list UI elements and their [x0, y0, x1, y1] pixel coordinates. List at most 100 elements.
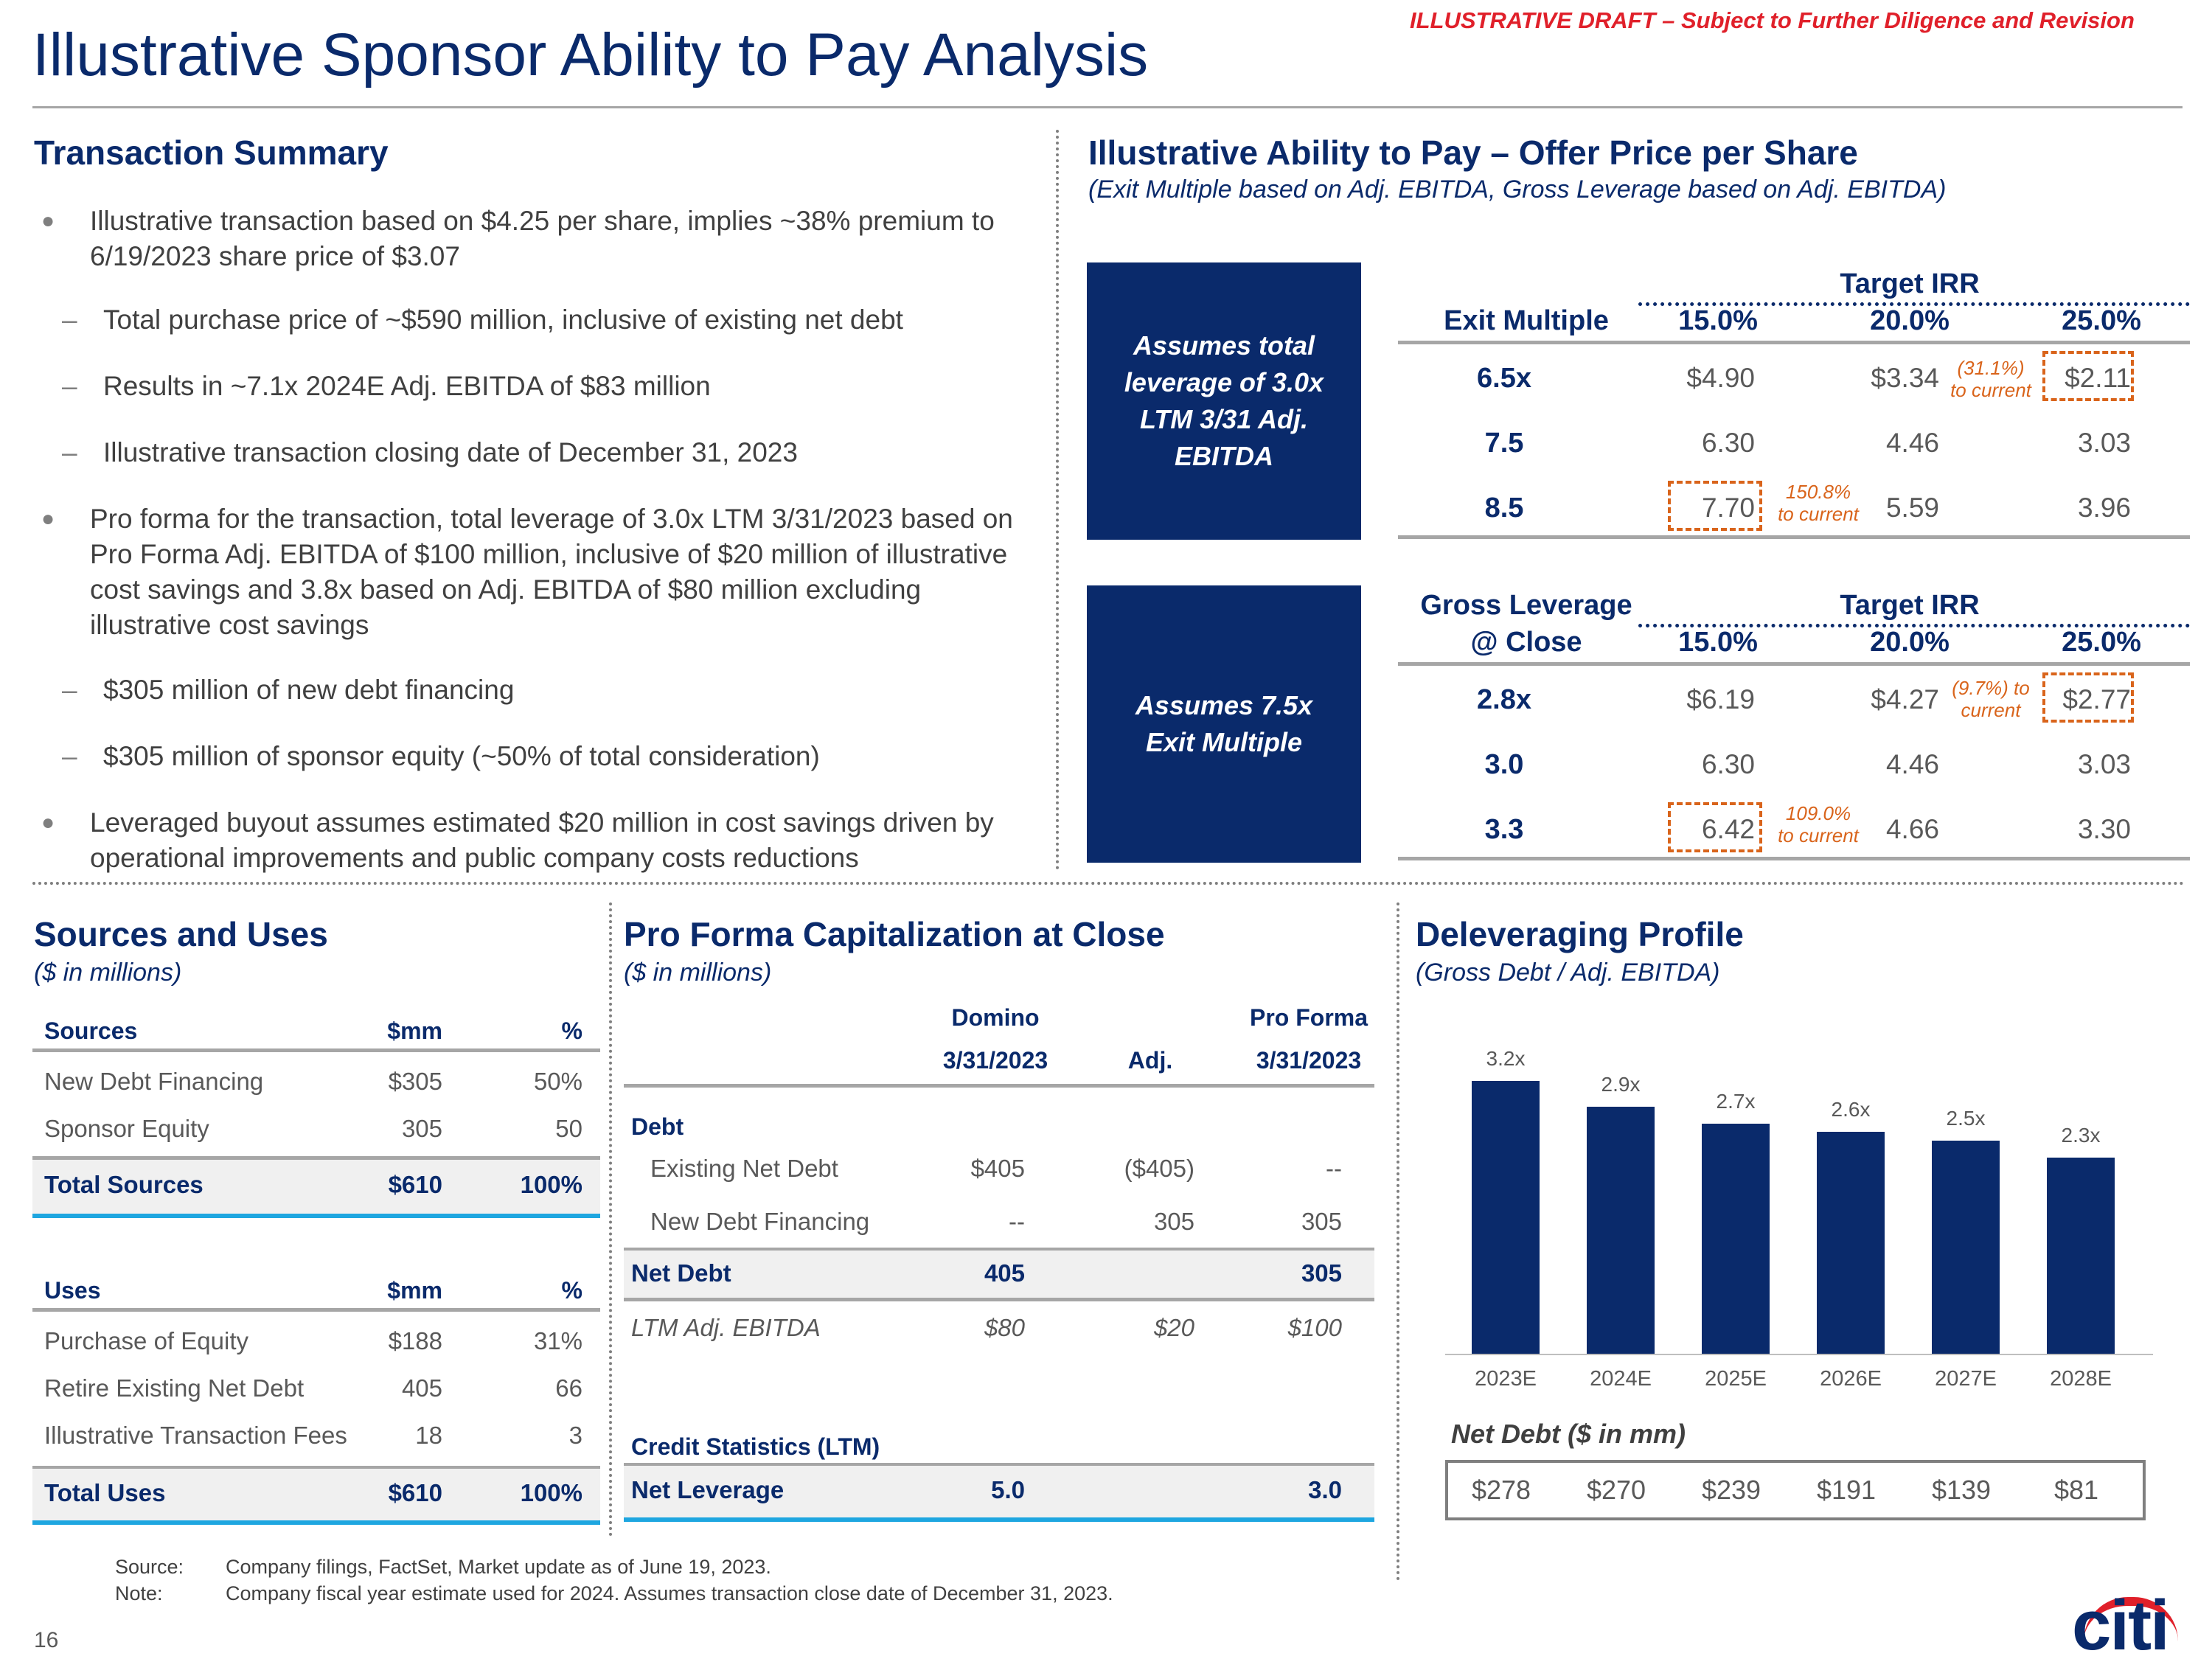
- uses-col-header: Uses: [44, 1277, 101, 1304]
- note-vs-current: 109.0% to current: [1767, 802, 1870, 846]
- citi-logo: citi: [2072, 1586, 2170, 1659]
- table-rule: [32, 1048, 600, 1052]
- irr-col-header: 15.0%: [1678, 305, 1758, 336]
- leverage-row-label: 3.3: [1484, 814, 1524, 845]
- irr-price-cell: 3.03: [2077, 749, 2131, 779]
- highlight-lowest-price: [2042, 672, 2134, 723]
- total-rule: [32, 1520, 600, 1525]
- net-debt-value: $278: [1471, 1475, 1531, 1505]
- summary-sub-bullet: – Results in ~7.1x 2024E Adj. EBITDA of $…: [62, 371, 711, 401]
- total-sources-band: [32, 1159, 600, 1214]
- note-text: (31.1%): [1957, 357, 2025, 379]
- exit-multiple-row-label: 8.5: [1484, 493, 1524, 524]
- cap-col-header: Adj.: [1127, 1047, 1173, 1074]
- irr-price-cell: $2.77: [2062, 684, 2131, 714]
- summary-bullet-3: ● Leveraged buyout assumes estimated $20 …: [41, 805, 1025, 876]
- leverage-row-label: 3.0: [1484, 749, 1524, 780]
- chart-x-label: 2024E: [1590, 1367, 1652, 1391]
- gross-leverage-header: @ Close: [1470, 627, 1582, 658]
- ability-to-pay-subheading: (Exit Multiple based on Adj. EBITDA, Gro…: [1088, 175, 1947, 204]
- section-divider-horizontal: [32, 882, 2185, 885]
- note-text: Company fiscal year estimate used for 20…: [226, 1582, 1113, 1604]
- ebitda-cell: $80: [984, 1314, 1025, 1341]
- table-rule: [1398, 341, 2190, 344]
- table-rule: [624, 1463, 1374, 1467]
- sources-uses-heading: Sources and Uses: [34, 915, 328, 953]
- summary-sub-bullet-text: Results in ~7.1x 2024E Adj. EBITDA of $8…: [103, 371, 711, 401]
- chart-data-label: 3.2x: [1486, 1047, 1526, 1070]
- sources-uses-subheading: ($ in millions): [34, 959, 182, 987]
- target-irr-header: Target IRR: [1840, 590, 1980, 621]
- cap-cell: --: [1009, 1208, 1025, 1235]
- total-uses-label: Total Uses: [44, 1479, 166, 1506]
- irr-col-header: 20.0%: [1870, 305, 1950, 336]
- note-text: to current: [1950, 379, 2031, 401]
- note-text: to current: [1778, 503, 1859, 525]
- highlight-lowest-price: [2042, 351, 2134, 401]
- summary-bullet-2: ● Pro forma for the transaction, total le…: [41, 501, 1025, 643]
- ebitda-cell: $20: [1153, 1314, 1194, 1341]
- chart-data-label: 2.3x: [2061, 1124, 2101, 1147]
- table-rule: [32, 1308, 600, 1312]
- use-amount: $188: [388, 1327, 442, 1354]
- net-leverage-cell: 5.0: [991, 1476, 1025, 1503]
- summary-sub-bullet: – Illustrative transaction closing date o…: [62, 437, 798, 467]
- net-debt-value: $139: [1931, 1475, 1992, 1505]
- uses-col-header: $mm: [387, 1277, 442, 1304]
- summary-bullet-1-text: Illustrative transaction based on $4.25 …: [90, 206, 995, 271]
- cap-col-header: 3/31/2023: [1256, 1047, 1362, 1074]
- use-label: Illustrative Transaction Fees: [44, 1422, 347, 1449]
- source-pct: 50%: [533, 1068, 582, 1095]
- note-text: 150.8%: [1785, 481, 1851, 503]
- chart-data-label: 2.9x: [1601, 1072, 1641, 1096]
- net-debt-value: $270: [1586, 1475, 1646, 1505]
- pro-forma-subheading: ($ in millions): [624, 959, 772, 987]
- chart-x-label: 2025E: [1705, 1367, 1767, 1391]
- uses-col-header: %: [561, 1277, 582, 1304]
- irr-price-cell: 5.59: [1885, 493, 1939, 523]
- chart-data-label: 2.6x: [1831, 1098, 1871, 1121]
- irr-price-cell: 3.96: [2077, 493, 2131, 523]
- note-text: (9.7%) to: [1952, 677, 2030, 699]
- net-debt-value: $191: [1816, 1475, 1877, 1505]
- irr-price-cell: 6.42: [1701, 814, 1755, 844]
- net-leverage-label: Net Leverage: [631, 1476, 785, 1503]
- table-rule: [32, 1156, 600, 1160]
- debt-label: Debt: [631, 1113, 684, 1140]
- chart-bar: [1702, 1123, 1770, 1354]
- net-debt-box: [1445, 1460, 2146, 1520]
- summary-bullet-2-text: Pro forma for the transaction, total lev…: [90, 504, 1013, 640]
- cap-row-label: New Debt Financing: [650, 1208, 870, 1235]
- chart-bar: [1817, 1132, 1885, 1354]
- summary-bullet-3-text: Leveraged buyout assumes estimated $20 m…: [90, 807, 994, 873]
- irr-price-cell: $3.34: [1871, 363, 1939, 393]
- pro-forma-heading: Pro Forma Capitalization at Close: [624, 915, 1165, 953]
- summary-sub-bullet-text: Illustrative transaction closing date of…: [103, 437, 798, 467]
- deleveraging-heading: Deleveraging Profile: [1416, 915, 1744, 953]
- title-rule: [32, 106, 2183, 108]
- total-rule: [32, 1214, 600, 1218]
- source-amount: 305: [401, 1115, 442, 1142]
- total-sources-pct: 100%: [520, 1171, 582, 1198]
- summary-sub-bullet-text: $305 million of sponsor equity (~50% of …: [103, 741, 820, 771]
- net-debt-cell: 305: [1301, 1259, 1342, 1287]
- cap-col-header: 3/31/2023: [942, 1047, 1048, 1074]
- use-pct: 31%: [533, 1327, 582, 1354]
- use-amount: 405: [401, 1374, 442, 1402]
- exit-multiple-row-label: 6.5x: [1477, 363, 1531, 394]
- ebitda-cell: $100: [1287, 1314, 1342, 1341]
- sources-col-header: Sources: [44, 1018, 138, 1044]
- exit-multiple-header: Exit Multiple: [1444, 305, 1609, 336]
- credit-stats-label: Credit Statistics (LTM): [631, 1433, 880, 1460]
- chart-bar: [1472, 1081, 1540, 1354]
- total-sources-amount: $610: [388, 1171, 442, 1198]
- use-label: Purchase of Equity: [44, 1327, 248, 1354]
- irr-col-header: 25.0%: [2062, 305, 2141, 336]
- draft-label: ILLUSTRATIVE DRAFT – Subject to Further …: [1410, 7, 2135, 33]
- irr-price-cell: $6.19: [1686, 684, 1755, 714]
- net-debt-cell: 405: [984, 1259, 1025, 1287]
- cap-row-label: Existing Net Debt: [650, 1155, 838, 1182]
- irr-price-cell: 4.46: [1885, 749, 1939, 779]
- note-label: Note:: [115, 1582, 163, 1604]
- section-divider-vertical: [1397, 902, 1399, 1581]
